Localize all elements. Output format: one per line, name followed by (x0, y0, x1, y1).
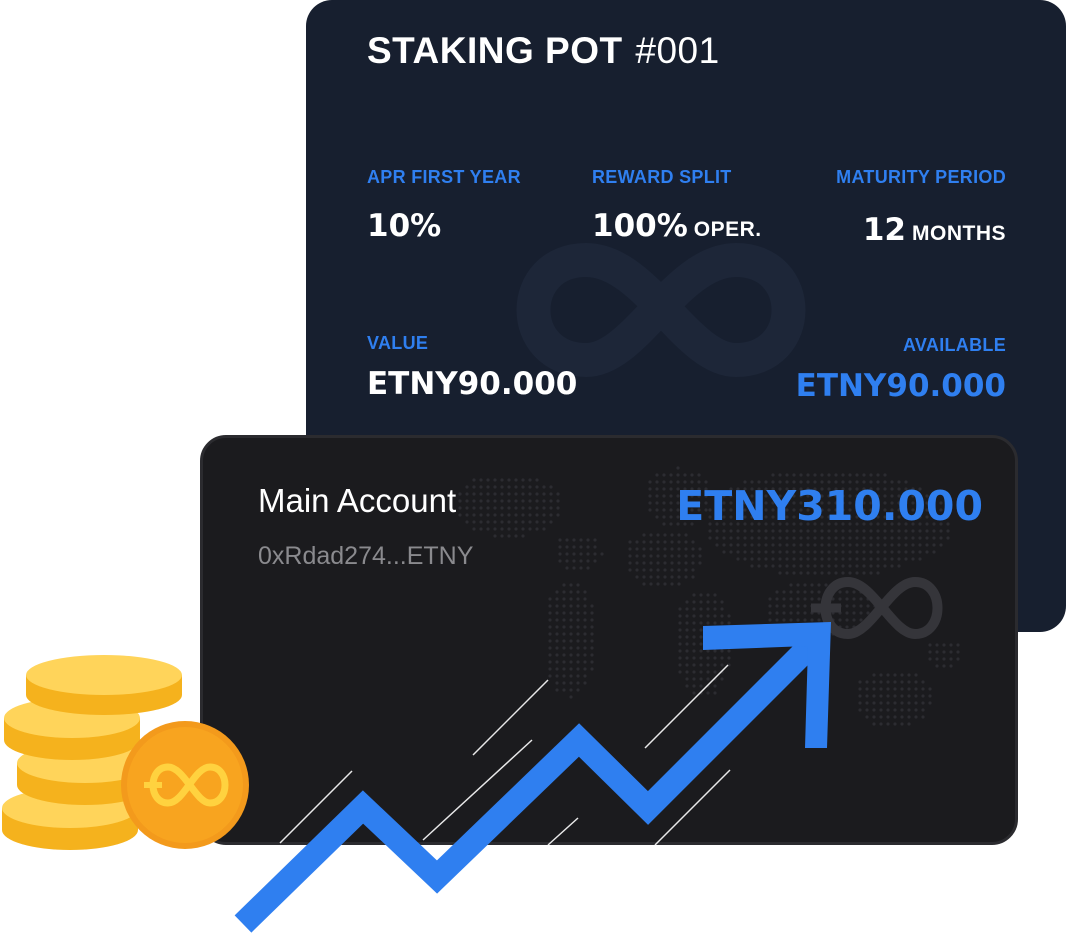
main-account-card[interactable]: Main Account 0xRdad274...ETNY ETNY310.00… (200, 435, 1018, 845)
account-name: Main Account (258, 482, 457, 519)
reward-split-unit: OPER. (693, 218, 762, 241)
watermark-logo-icon (516, 242, 806, 378)
maturity-unit: MONTHS (912, 222, 1006, 245)
value-label: VALUE (367, 333, 429, 353)
apr-label: APR FIRST YEAR (367, 167, 521, 187)
pot-number: #001 (635, 30, 720, 71)
coin-stack-icon (2, 655, 182, 850)
maturity-value: 12 (862, 212, 906, 248)
pot-title: STAKING POT #001 (367, 30, 720, 72)
maturity-value-group: 12 MONTHS (863, 212, 1006, 248)
reward-split-label: REWARD SPLIT (592, 167, 732, 187)
apr-value: 10% (367, 208, 442, 244)
available-label: AVAILABLE (902, 335, 1006, 355)
available-amount: ETNY90.000 (795, 368, 1006, 404)
reward-split-value-group: 100% OPER. (592, 208, 762, 244)
reward-split-value: 100% (592, 208, 688, 244)
pot-title-text: STAKING POT (367, 30, 623, 71)
account-balance: ETNY310.000 (676, 482, 983, 530)
world-map-dots (458, 466, 960, 726)
ethernity-logo-icon (811, 576, 943, 640)
value-amount: ETNY90.000 (367, 366, 578, 402)
maturity-label: MATURITY PERIOD (836, 167, 1006, 187)
account-address: 0xRdad274...ETNY (258, 542, 474, 570)
